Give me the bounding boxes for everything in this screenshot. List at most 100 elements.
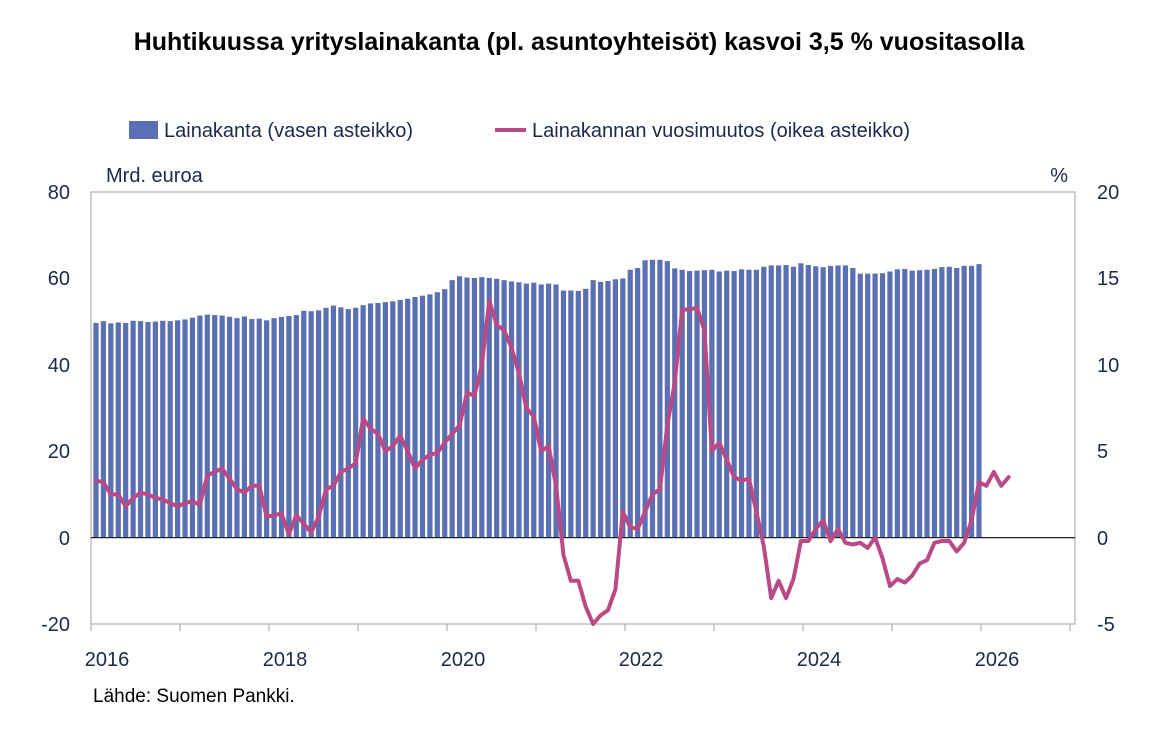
loan-stock-bar [234,318,240,538]
loan-stock-bar [204,314,210,538]
loan-stock-bar [345,309,351,538]
loan-stock-bar [753,269,759,538]
loan-stock-bar [687,271,693,538]
loan-stock-bar [968,265,975,538]
loan-stock-bar [249,319,255,538]
loan-stock-bar [850,268,856,538]
loan-stock-bar [835,265,841,538]
loan-stock-bar [427,294,433,538]
loan-stock-bar [516,282,522,538]
loan-stock-bar [501,280,507,538]
loan-stock-bar [323,307,329,538]
loan-stock-bar [93,322,99,538]
loan-stock-bar [145,322,151,538]
loan-stock-bar [494,278,500,538]
source-note: Lähde: Suomen Pankki. [93,686,295,707]
loan-stock-bar [701,270,708,538]
loan-stock-bar [939,267,945,538]
loan-stock-bar [649,259,656,538]
loan-stock-bar [672,268,678,538]
loan-stock-bar [108,323,114,538]
loan-stock-bar [694,270,700,538]
loan-stock-bar [909,270,915,538]
loan-stock-bar [724,270,730,538]
legend-swatch-loan-stock [129,121,158,139]
loan-stock-bar [367,303,374,538]
loan-stock-bar [308,311,314,538]
loan-stock-bar [160,320,166,538]
loan-stock-bar [397,300,403,538]
loan-stock-bar [820,267,826,538]
loan-stock-bar [560,290,567,538]
loan-stock-bar [842,265,849,538]
x-tick-label: 2020 [441,649,486,671]
loan-stock-bar [212,315,218,538]
loan-stock-bar [954,268,960,538]
loan-stock-bar [805,265,811,538]
loan-stock-bar [917,270,923,538]
loan-stock-bar [709,269,715,538]
loan-stock-bar [546,283,552,538]
loan-stock-bar [375,303,381,538]
loan-stock-bar [167,321,173,538]
loan-stock-bar [872,273,878,538]
loan-stock-bar [508,281,515,538]
loan-stock-bar [479,277,485,538]
loan-stock-bar [731,271,737,538]
legend-label-annual-change: Lainakannan vuosimuutos (oikea asteikko) [532,120,910,142]
loan-stock-bar [405,298,411,538]
x-tick-label: 2022 [619,649,664,671]
loan-stock-bar [597,281,604,538]
left-tick-label: 0 [59,528,70,550]
left-tick-label: 80 [48,182,70,204]
loan-stock-bar [776,265,782,538]
plot-area-frame [90,191,1076,625]
loan-stock-bar [123,322,129,538]
right-axis-unit: % [1050,165,1068,187]
loan-stock-bar [827,265,834,538]
loan-stock-bar [553,284,559,538]
x-tick-label: 2024 [797,649,842,671]
right-tick-label: 20 [1097,182,1119,204]
loan-stock-bar [568,290,574,538]
loan-stock-bar [635,268,641,538]
loan-stock-bar [189,317,196,538]
loan-stock-bar [931,268,938,538]
x-tick-label: 2026 [975,649,1020,671]
line-series-annual-change [94,298,1011,626]
left-tick-label: 60 [48,268,70,290]
loan-stock-bar [590,280,596,538]
loan-stock-bar [627,269,633,538]
loan-stock-bar [612,279,618,538]
loan-stock-bar [419,295,426,538]
left-axis-unit: Mrd. euroa [106,165,204,187]
loan-stock-bar [464,277,470,538]
loan-stock-bar [961,265,967,538]
loan-stock-bar [197,315,203,538]
loan-stock-bar [226,316,233,538]
loan-stock-bar [790,266,797,538]
loan-stock-bar [538,284,544,538]
loan-stock-bar [301,310,307,538]
loan-stock-bar [902,268,908,538]
loan-stock-bar [620,278,626,538]
loan-stock-bar [531,282,537,538]
loan-stock-bar [390,301,396,538]
loan-stock-bar [746,269,752,538]
loan-stock-bar [338,307,344,538]
right-tick-label: -5 [1097,614,1115,636]
loan-stock-bar [575,290,581,538]
loan-stock-bar [412,296,418,538]
left-tick-label: 20 [48,441,70,463]
loan-stock-bar [946,266,952,538]
loan-stock-bar [330,305,337,538]
loan-stock-bar [583,288,589,538]
loan-stock-bar [679,269,685,538]
loan-stock-bar [456,276,463,538]
loan-stock-bar [382,302,388,538]
loan-stock-bar [271,318,277,538]
loan-stock-bar [642,260,648,538]
loan-stock-bar [486,277,492,538]
x-axis: 2016 2018 2020 2022 2024 2026 [85,624,1071,671]
